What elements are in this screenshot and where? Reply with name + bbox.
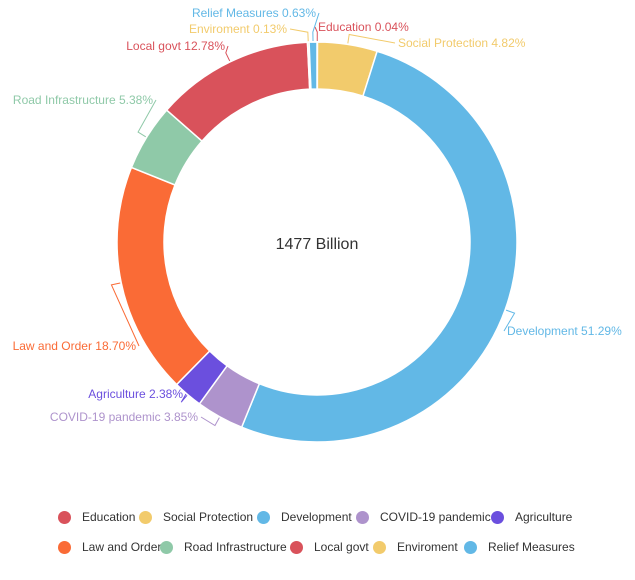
legend-label: COVID-19 pandemic — [380, 510, 491, 524]
slice-label-road-infrastructure: Road Infrastructure 5.38% — [13, 93, 153, 107]
legend-swatch-icon — [58, 540, 71, 554]
center-total-label: 1477 Billion — [276, 236, 359, 253]
legend-item-enviroment[interactable]: Enviroment — [373, 538, 458, 556]
donut-slices — [116, 41, 518, 443]
slice-label-agriculture: Agriculture 2.38% — [88, 387, 183, 401]
slice-labels: Education 0.04% Social Protection 4.82% De… — [13, 6, 622, 424]
connector-social-protection — [347, 33, 396, 44]
legend-swatch-icon — [464, 540, 477, 554]
legend-item-road-infrastructure[interactable]: Road Infrastructure — [160, 538, 287, 556]
connector-enviroment — [289, 28, 309, 42]
donut-chart-svg: Education 0.04% Social Protection 4.82% De… — [13, 6, 622, 443]
legend-label: Social Protection — [163, 510, 254, 524]
slice-label-development: Development 51.29% — [507, 324, 622, 338]
donut-chart: Education 0.04% Social Protection 4.82% De… — [13, 6, 622, 443]
legend-swatch-icon — [491, 510, 504, 524]
legend-item-social-protection[interactable]: Social Protection — [139, 508, 253, 526]
connector-covid-19-pandemic — [200, 416, 220, 427]
slice-label-local-govt: Local govt 12.78% — [126, 39, 225, 53]
legend-item-relief-measures[interactable]: Relief Measures — [464, 538, 575, 556]
legend-item-education[interactable]: Education — [58, 508, 135, 526]
legend-label: Education — [82, 510, 136, 524]
connector-development — [503, 309, 516, 332]
slice-label-covid-19-pandemic: COVID-19 pandemic 3.85% — [50, 410, 198, 424]
legend-item-covid-19-pandemic[interactable]: COVID-19 pandemic — [356, 508, 491, 526]
slice-relief-measures[interactable] — [308, 41, 318, 90]
legend-item-agriculture[interactable]: Agriculture — [491, 508, 572, 526]
legend-swatch-icon — [139, 510, 152, 524]
legend-label: Relief Measures — [488, 540, 575, 554]
legend-swatch-icon — [373, 540, 386, 554]
connector-law-and-order — [110, 282, 140, 347]
connector-road-infrastructure — [137, 99, 157, 138]
slice-label-social-protection: Social Protection 4.82% — [398, 36, 526, 50]
legend-label: Law and Order — [82, 540, 162, 554]
slice-local-govt[interactable] — [165, 41, 311, 143]
legend-swatch-icon — [257, 510, 270, 524]
legend-swatch-icon — [58, 510, 71, 524]
connector-agriculture — [180, 393, 188, 403]
chart-legend: Education Social Protection Development COV… — [0, 508, 635, 574]
legend-item-development[interactable]: Development — [257, 508, 352, 526]
legend-label: Agriculture — [515, 510, 573, 524]
legend-swatch-icon — [356, 510, 369, 524]
slice-label-education: Education 0.04% — [318, 20, 409, 34]
legend-label: Road Infrastructure — [184, 540, 287, 554]
connector-education — [314, 26, 318, 42]
legend-swatch-icon — [290, 540, 303, 554]
slice-label-enviroment: Enviroment 0.13% — [189, 22, 287, 36]
slice-development[interactable] — [240, 50, 518, 443]
legend-label: Development — [281, 510, 352, 524]
legend-item-local-govt[interactable]: Local govt — [290, 538, 369, 556]
slice-label-law-and-order: Law and Order 18.70% — [13, 339, 137, 353]
label-connectors — [110, 12, 516, 427]
legend-swatch-icon — [160, 540, 173, 554]
legend-item-law-and-order[interactable]: Law and Order — [58, 538, 161, 556]
legend-label: Enviroment — [397, 540, 458, 554]
legend-label: Local govt — [314, 540, 369, 554]
slice-label-relief-measures: Relief Measures 0.63% — [192, 6, 316, 20]
connector-local-govt — [225, 45, 231, 62]
connector-relief-measures — [312, 12, 320, 42]
